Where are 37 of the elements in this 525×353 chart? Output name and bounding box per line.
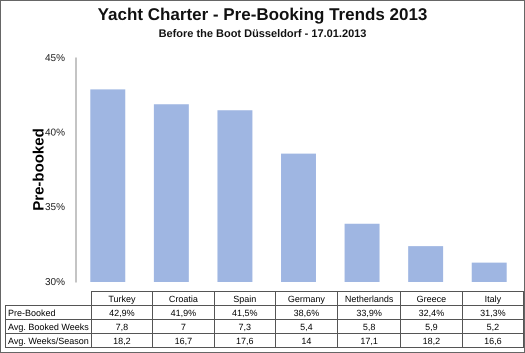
data-label: 41,9% (152, 306, 214, 320)
data-label: 32,4% (400, 306, 462, 320)
y-tick-label: 40% (44, 127, 66, 138)
text: 16,7 (152, 334, 214, 348)
text: 17,6 (214, 334, 276, 348)
x-tick-label: Italy (462, 292, 524, 306)
y-tick-label: 45% (44, 52, 66, 64)
x-tick-label: Spain (214, 292, 276, 306)
text: 5,2 (462, 320, 524, 334)
text: Pre-Booked (6, 306, 92, 320)
text: 18,2 (91, 334, 153, 348)
x-tick-label: Germany (275, 292, 338, 306)
y-tick-label: 35% (44, 202, 66, 214)
text: 7,3 (214, 320, 276, 334)
data-label: 38,6% (275, 306, 338, 320)
text: 5,9 (400, 320, 462, 334)
x-tick-label: Greece (400, 292, 462, 306)
chart-subtitle: Before the Boot Düsseldorf - 17.01.2013 (158, 28, 368, 40)
data-label: 42,9% (91, 306, 153, 320)
x-tick-label: Turkey (91, 292, 153, 306)
x-tick-label: Croatia (152, 292, 214, 306)
text: 17,1 (338, 334, 401, 348)
x-tick-label: Netherlands (338, 292, 401, 306)
text: 18,2 (400, 334, 462, 348)
y-tick-label: 30% (44, 276, 66, 288)
text: 5,8 (338, 320, 401, 334)
text: 7,8 (91, 320, 153, 334)
text: 16,6 (462, 334, 524, 348)
data-label: 41,5% (214, 306, 276, 320)
text: 7 (152, 320, 214, 334)
text: Avg. Weeks/Season (6, 334, 92, 348)
data-label: 31,3% (462, 306, 524, 320)
text: 14 (275, 334, 338, 348)
data-label: 33,9% (338, 306, 401, 320)
text: 5,4 (275, 320, 338, 334)
text: Avg. Booked Weeks (6, 320, 92, 334)
chart-title: Yacht Charter - Pre-Booking Trends 2013 (96, 5, 428, 25)
